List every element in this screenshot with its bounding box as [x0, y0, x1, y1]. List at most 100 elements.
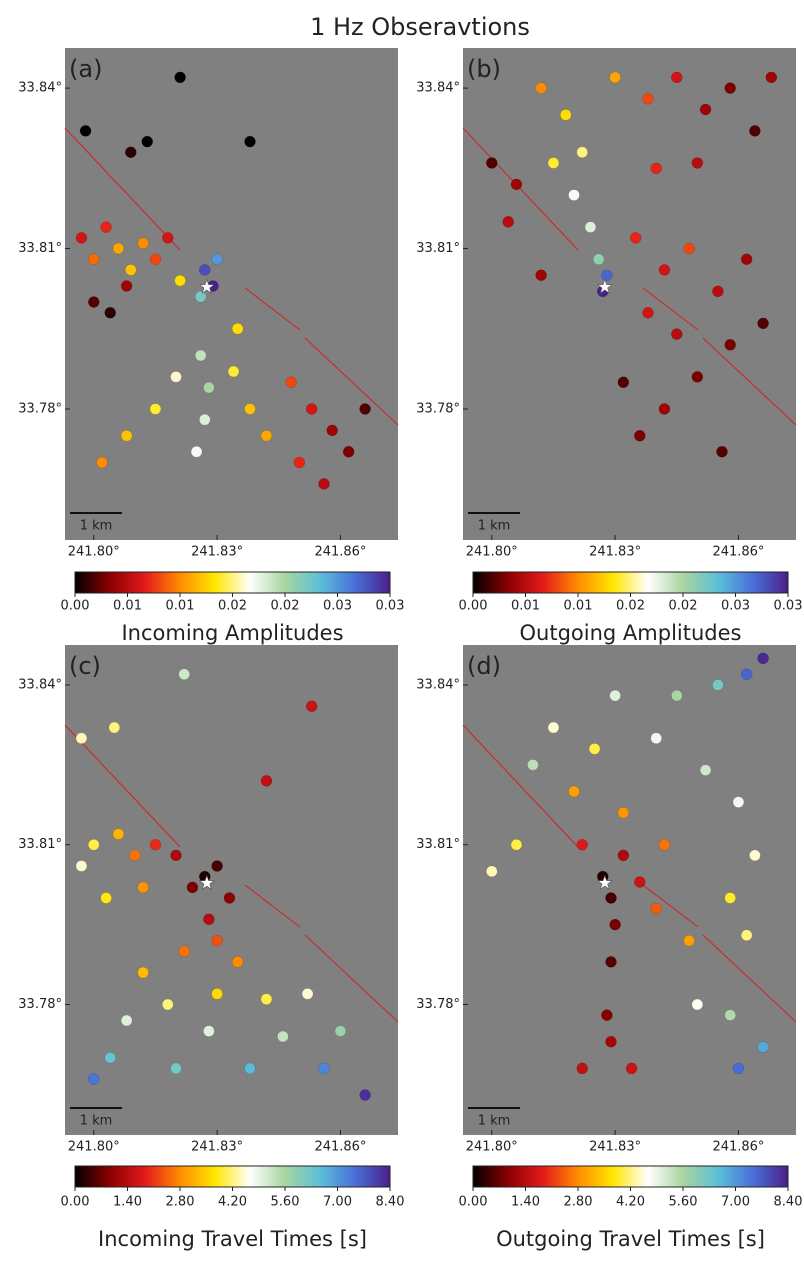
station-point: [749, 125, 760, 136]
station-point: [758, 318, 769, 329]
colorbar-tick-label: 5.60: [271, 1195, 300, 1210]
station-point: [319, 478, 330, 489]
colorbar: [75, 1166, 390, 1187]
map-background: [463, 645, 796, 1135]
station-point: [203, 1026, 214, 1037]
station-point: [725, 83, 736, 94]
y-tick-label: 33.84°: [18, 81, 62, 96]
colorbar-tick-label: 5.60: [669, 1195, 698, 1210]
station-point: [610, 919, 621, 930]
station-point: [335, 1026, 346, 1037]
station-point: [261, 775, 272, 786]
station-point: [203, 914, 214, 925]
station-point: [179, 669, 190, 680]
figure-title: 1 Hz Obseravtions: [310, 13, 530, 41]
station-point: [212, 935, 223, 946]
station-point: [245, 403, 256, 414]
colorbar-tick-label: 8.40: [774, 1195, 803, 1210]
y-tick-label: 33.84°: [416, 81, 460, 96]
station-point: [224, 892, 235, 903]
station-point: [360, 403, 371, 414]
scale-bar-label: 1 km: [80, 519, 113, 534]
station-point: [536, 83, 547, 94]
x-tick-label: 241.86°: [712, 1140, 764, 1155]
station-point: [360, 1090, 371, 1101]
map-background: [463, 48, 796, 540]
station-point: [618, 377, 629, 388]
y-tick-label: 33.78°: [416, 401, 460, 416]
x-tick-label: 241.83°: [191, 1140, 243, 1155]
station-point: [651, 903, 662, 914]
station-point: [286, 377, 297, 388]
y-tick-label: 33.84°: [416, 677, 460, 692]
colorbar-tick-label: 7.00: [323, 1195, 352, 1210]
station-point: [175, 275, 186, 286]
y-tick-label: 33.84°: [18, 677, 62, 692]
station-point: [684, 243, 695, 254]
panel-label: (c): [69, 652, 101, 680]
x-tick-label: 241.86°: [314, 1140, 366, 1155]
station-point: [758, 1042, 769, 1053]
station-point: [212, 988, 223, 999]
station-point: [191, 446, 202, 457]
station-point: [741, 930, 752, 941]
station-point: [195, 350, 206, 361]
map-background: [65, 645, 398, 1135]
station-point: [232, 323, 243, 334]
colorbar-tick-label: 0.02: [616, 599, 645, 614]
colorbar-tick-label: 0.01: [166, 599, 195, 614]
x-tick-label: 241.83°: [589, 545, 641, 560]
colorbar-label: Outgoing Travel Times [s]: [496, 1227, 765, 1251]
station-point: [511, 179, 522, 190]
station-point: [692, 371, 703, 382]
colorbar-tick-label: 0.01: [564, 599, 593, 614]
station-point: [659, 839, 670, 850]
panel-label: (a): [69, 55, 102, 83]
station-point: [511, 839, 522, 850]
colorbar-tick-label: 0.00: [61, 1195, 90, 1210]
colorbar-tick-label: 0.00: [61, 599, 90, 614]
x-tick-label: 241.80°: [466, 1140, 518, 1155]
station-point: [306, 701, 317, 712]
station-point: [88, 839, 99, 850]
station-point: [150, 403, 161, 414]
station-point: [199, 264, 210, 275]
station-point: [138, 967, 149, 978]
station-point: [121, 430, 132, 441]
station-point: [725, 1010, 736, 1021]
colorbar-tick-label: 0.02: [271, 599, 300, 614]
station-point: [749, 850, 760, 861]
station-point: [150, 839, 161, 850]
station-point: [684, 935, 695, 946]
colorbar-tick-label: 1.40: [511, 1195, 540, 1210]
station-point: [634, 877, 645, 888]
station-point: [101, 222, 112, 233]
station-point: [142, 136, 153, 147]
station-point: [536, 270, 547, 281]
station-point: [712, 286, 723, 297]
station-point: [199, 414, 210, 425]
station-point: [113, 243, 124, 254]
station-point: [195, 291, 206, 302]
station-point: [733, 797, 744, 808]
station-point: [717, 446, 728, 457]
station-point: [138, 882, 149, 893]
y-tick-label: 33.81°: [18, 241, 62, 256]
station-point: [343, 446, 354, 457]
station-point: [725, 892, 736, 903]
colorbar: [473, 572, 788, 593]
colorbar-tick-label: 0.03: [774, 599, 803, 614]
station-point: [171, 1063, 182, 1074]
station-point: [601, 270, 612, 281]
station-point: [232, 956, 243, 967]
station-point: [692, 157, 703, 168]
station-point: [741, 254, 752, 265]
station-point: [659, 403, 670, 414]
station-point: [630, 232, 641, 243]
scale-bar-label: 1 km: [80, 1114, 113, 1129]
x-tick-label: 241.83°: [191, 545, 243, 560]
station-point: [610, 72, 621, 83]
station-point: [589, 743, 600, 754]
station-point: [88, 254, 99, 265]
x-tick-label: 241.80°: [68, 545, 120, 560]
